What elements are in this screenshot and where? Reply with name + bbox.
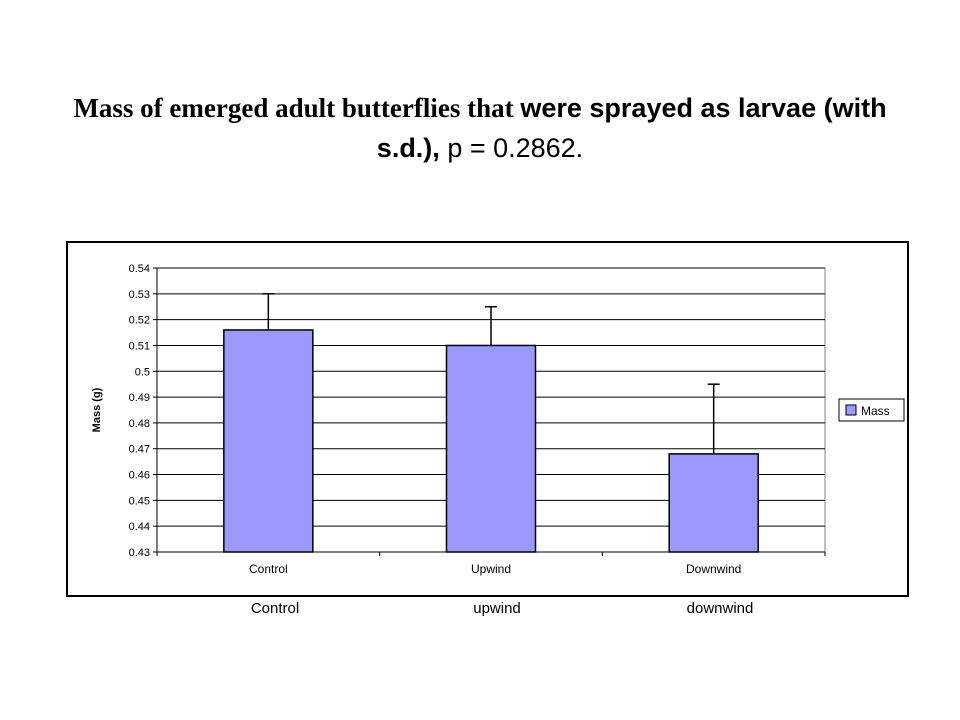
below-category-labels: Control upwind downwind <box>0 600 960 624</box>
y-tick-label: 0.54 <box>129 263 150 275</box>
x-tick-label-control: Control <box>249 562 288 576</box>
legend-swatch <box>845 404 857 416</box>
bar-upwind <box>445 344 537 553</box>
y-tick-label: 0.43 <box>129 547 150 559</box>
title-part-3: p = 0.2862. <box>439 133 584 163</box>
y-tick-label: 0.48 <box>129 418 150 430</box>
y-tick-label: 0.44 <box>129 521 150 533</box>
y-tick-label: 0.52 <box>129 315 150 327</box>
below-label-downwind: downwind <box>686 600 754 617</box>
y-tick-label: 0.45 <box>129 495 150 507</box>
y-tick-label: 0.53 <box>129 289 150 301</box>
y-tick-label: 0.51 <box>129 340 150 352</box>
x-tick-label-upwind: Upwind <box>471 562 511 576</box>
slide-title: Mass of emerged adult butterflies that w… <box>40 88 920 168</box>
bar-downwind <box>668 453 759 553</box>
bar-chart: 0.43 0.44 0.45 0.46 0.47 0.48 0.49 0.5 0.51 0.52 0… <box>91 263 905 576</box>
legend-label: Mass <box>861 404 890 418</box>
title-part-2: were sprayed as larvae (with s.d.), <box>376 93 887 163</box>
below-label-upwind: upwind <box>473 600 521 617</box>
x-tick-label-downwind: Downwind <box>686 562 741 576</box>
title-part-1: Mass of emerged adult butterflies that <box>73 93 521 123</box>
below-label-control: Control <box>250 600 300 617</box>
y-axis-label: Mass (g) <box>91 387 103 432</box>
y-tick-label: 0.46 <box>129 470 150 482</box>
bar-control <box>223 329 314 553</box>
y-tick-label: 0.5 <box>135 366 150 378</box>
y-tick-label: 0.47 <box>129 444 150 456</box>
y-tick-label: 0.49 <box>129 392 150 404</box>
chart-frame: 0.43 0.44 0.45 0.46 0.47 0.48 0.49 0.5 0.51 0.52 0… <box>66 241 909 597</box>
